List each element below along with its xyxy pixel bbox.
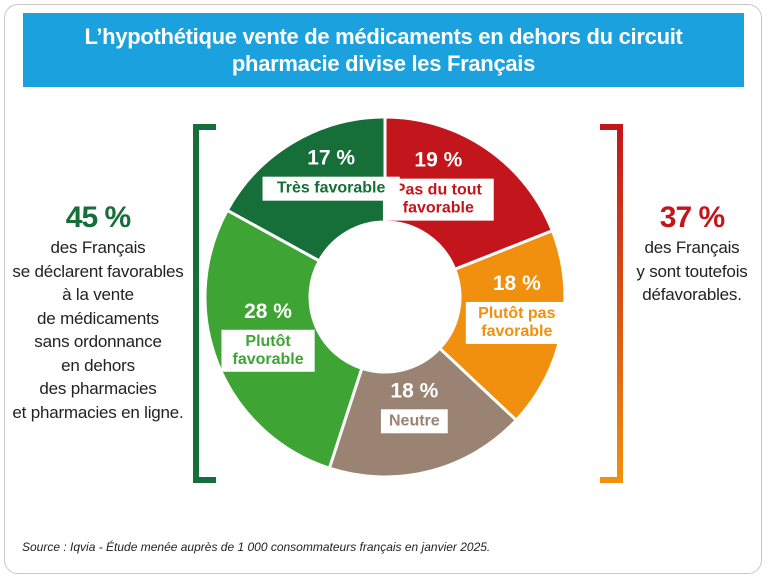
- defavorable-percent: 37 %: [659, 201, 725, 234]
- category-label-pas-du-tout-favorable: Pas du tout: [395, 182, 483, 199]
- defavorable-bracket: [600, 124, 623, 483]
- source-note: Source : Iqvia - Étude menée auprès de 1…: [22, 540, 491, 554]
- category-label-tres-favorable: Très favorable: [277, 180, 386, 197]
- favorable-line: se déclarent favorables: [12, 261, 184, 281]
- value-label-plutot-pas-favorable: 18 %: [493, 272, 541, 295]
- defavorable-line: y sont toutefois: [636, 261, 748, 281]
- favorable-line: en dehors: [61, 355, 135, 375]
- category-label-pas-du-tout-favorable: favorable: [403, 200, 474, 217]
- defavorable-summary: 37 % des Français y sont toutefois défav…: [630, 200, 754, 307]
- favorable-line: des pharmacies: [39, 379, 157, 398]
- category-label-plutot-favorable: favorable: [232, 351, 303, 368]
- favorable-line: et pharmacies en ligne.: [12, 402, 184, 422]
- category-label-box-plutot-favorable: [221, 329, 315, 372]
- value-label-pas-du-tout-favorable: 19 %: [414, 149, 462, 172]
- defavorable-line: des Français: [644, 238, 740, 257]
- favorable-line: des Français: [50, 238, 146, 257]
- title-bar: L’hypothétique vente de médicaments en d…: [23, 13, 744, 87]
- category-label-plutot-pas-favorable: favorable: [481, 323, 552, 340]
- favorable-line: sans ordonnance: [34, 332, 162, 351]
- favorable-line: à la vente: [62, 285, 134, 304]
- category-label-box-pas-du-tout-favorable: [382, 178, 494, 221]
- chart-title: L’hypothétique vente de médicaments en d…: [84, 24, 683, 76]
- category-label-plutot-pas-favorable: Plutôt pas: [478, 305, 555, 322]
- category-label-box-tres-favorable: [262, 176, 400, 201]
- favorable-summary: 45 % des Français se déclarent favorable…: [6, 200, 190, 424]
- favorable-percent: 45 %: [65, 201, 131, 234]
- defavorable-line: défavorables.: [642, 285, 742, 304]
- category-label-box-plutot-pas-favorable: [465, 301, 568, 344]
- favorable-text: des Français se déclarent favorables à l…: [6, 236, 190, 424]
- value-label-neutre: 18 %: [390, 379, 438, 402]
- value-label-plutot-favorable: 28 %: [244, 300, 292, 323]
- value-label-tres-favorable: 17 %: [307, 147, 355, 170]
- infographic-card: [4, 4, 762, 574]
- favorable-line: de médicaments: [37, 308, 159, 328]
- favorable-bracket: [193, 124, 216, 483]
- category-label-neutre: Neutre: [389, 412, 440, 429]
- defavorable-text: des Français y sont toutefois défavorabl…: [630, 236, 754, 307]
- category-label-plutot-favorable: Plutôt: [245, 333, 291, 350]
- category-label-box-neutre: [380, 409, 448, 434]
